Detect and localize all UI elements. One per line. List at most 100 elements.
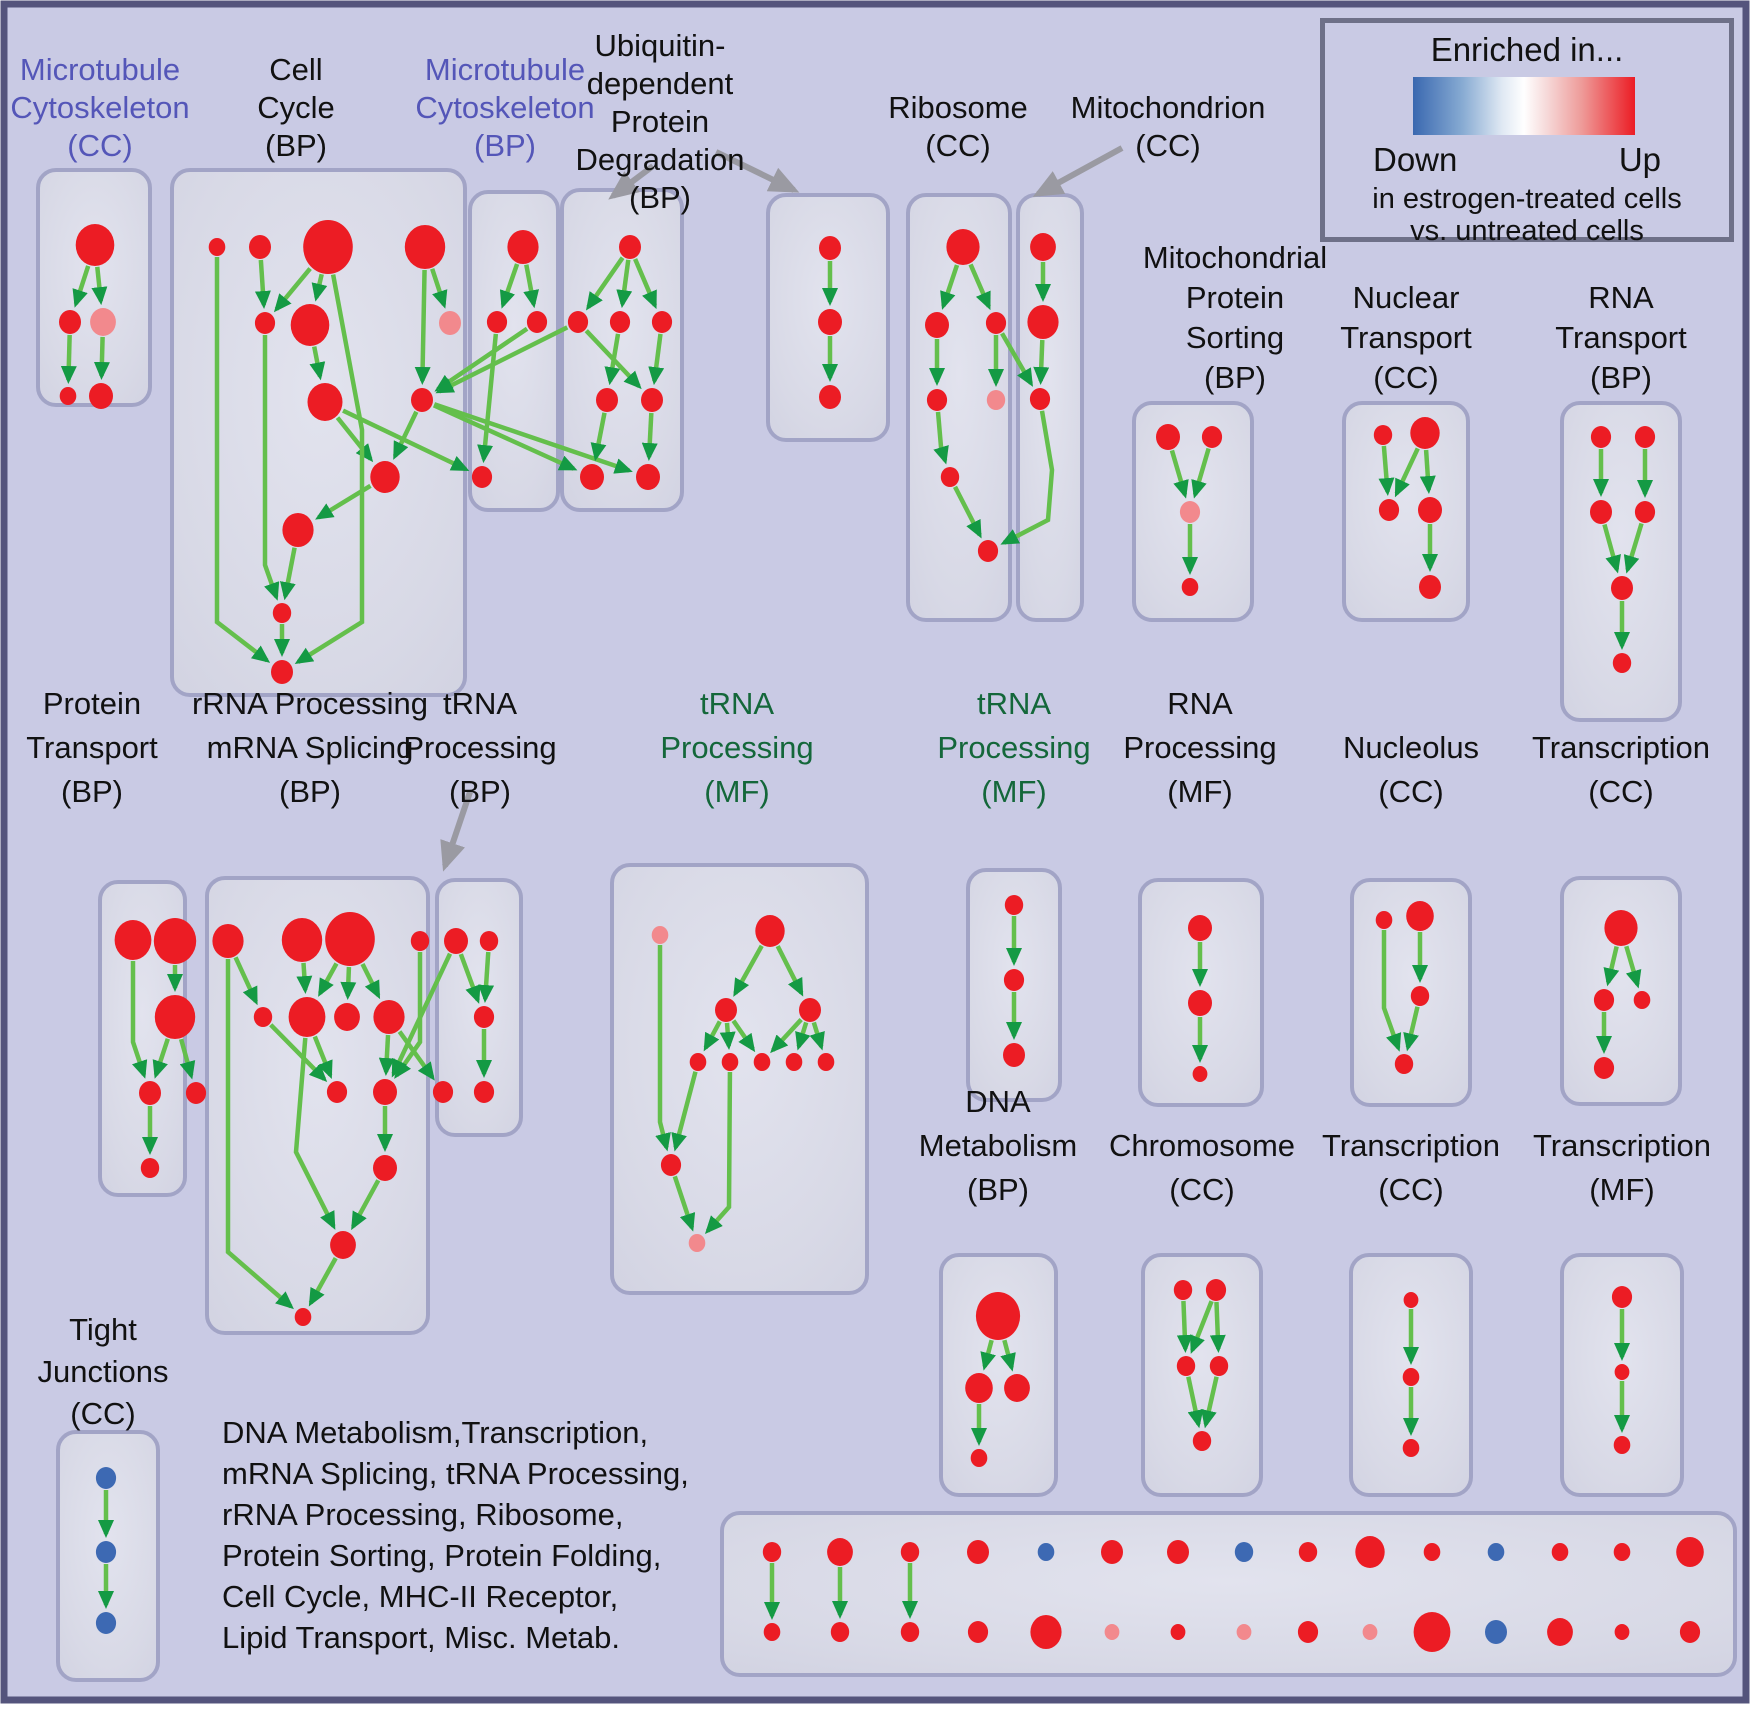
dna-metabolism-bp-label: Metabolism	[919, 1128, 1078, 1163]
edge-pt1-pt4	[130, 961, 148, 1079]
mt-cytoskeleton-bp-label: Cytoskeleton	[415, 90, 594, 125]
edge-tg5-tg10	[671, 1071, 698, 1152]
callout-arrow-2	[1032, 145, 1124, 197]
nucleolus-cc-box	[1350, 878, 1472, 1107]
edge-rr8-rr10	[378, 1034, 395, 1077]
go-term-node-ub3	[609, 311, 631, 333]
go-term-node-cr3	[1176, 1356, 1196, 1376]
edge-ub6-ub8	[641, 412, 658, 462]
trna-processing-mf-large-box	[610, 863, 869, 1295]
cell-cycle-bp-box	[170, 168, 467, 697]
edge-nc1-nc4	[1381, 930, 1402, 1052]
go-term-node-cc6	[290, 304, 330, 346]
edge-rr6-rr9	[312, 1035, 333, 1080]
ubiquitin-degradation-bp-label: (BP)	[629, 180, 691, 215]
go-term-node-tj2	[95, 1541, 117, 1563]
go-term-node-tg3	[715, 998, 737, 1022]
edge-rr1-rr5	[233, 956, 258, 1006]
ribosome-cc-label: (CC)	[925, 128, 990, 163]
edge-cc4-cc9	[414, 269, 431, 386]
edge-cr3-cr5	[1186, 1376, 1204, 1429]
edge-rb1-rb2	[940, 264, 960, 310]
edge-rr11-rr12	[351, 1179, 381, 1231]
edge-rr12-rr13	[308, 1257, 338, 1307]
mt-cytoskeleton-bp-label: (BP)	[474, 128, 536, 163]
nucleolus-cc-label: Nucleolus	[1343, 730, 1479, 765]
edge-ub5-ub7	[590, 412, 607, 462]
chromosome-cc-label: Chromosome	[1109, 1128, 1295, 1163]
go-term-node-mp2	[1201, 426, 1223, 448]
callout-arrow-0	[608, 163, 655, 200]
go-term-node-cr2	[1205, 1279, 1227, 1301]
go-term-node-sb2	[830, 1622, 850, 1642]
go-term-node-st3	[900, 1542, 920, 1562]
edge-rr5-rr9	[269, 1023, 328, 1083]
go-term-node-t22	[1593, 989, 1615, 1011]
edge-rr6-rr12	[293, 1037, 336, 1230]
go-term-node-rt1	[1590, 426, 1612, 448]
go-term-node-nc2	[1406, 901, 1434, 931]
edge-tg2-tg3	[733, 944, 764, 997]
chromosome-cc-label: (CC)	[1169, 1172, 1234, 1207]
go-term-node-sb9	[1297, 1621, 1319, 1643]
rna-processing-mf-label: (MF)	[1167, 774, 1232, 809]
go-term-node-cc13	[271, 660, 293, 684]
edge-tg10-tg11	[672, 1175, 696, 1232]
go-term-node-rr5	[253, 1007, 273, 1027]
go-term-node-ch2	[818, 309, 842, 335]
edge-mc1-mc2	[72, 265, 91, 308]
go-term-node-pt4	[139, 1081, 161, 1105]
go-term-node-mc3	[90, 308, 116, 336]
go-term-node-sb11	[1413, 1612, 1451, 1652]
go-term-node-rp1	[1188, 915, 1212, 941]
edge-ub4-ub6	[648, 333, 665, 386]
edge-mp2-mp3	[1191, 447, 1211, 499]
go-term-node-t31	[1403, 1292, 1419, 1308]
go-term-node-tg10	[660, 1154, 682, 1176]
go-term-node-st7	[1167, 1540, 1189, 1564]
go-term-node-pt1	[114, 920, 152, 960]
go-term-node-cc8	[307, 383, 343, 421]
go-term-node-sb8	[1236, 1624, 1252, 1640]
edge-cc2-cc5	[254, 259, 271, 310]
go-term-node-nc4	[1394, 1054, 1414, 1074]
tight-junctions-cc-label: Junctions	[38, 1354, 169, 1389]
go-term-node-mp1	[1156, 424, 1180, 450]
go-term-node-nt1	[1373, 425, 1393, 445]
edge-pt3-pt5	[178, 1038, 196, 1080]
go-term-node-rr7	[334, 1003, 360, 1031]
go-term-node-rp3	[1192, 1066, 1208, 1082]
edge-nc3-nc4	[1403, 1006, 1420, 1052]
go-term-node-sb7	[1170, 1624, 1186, 1640]
cell-cycle-bp-label: Cycle	[257, 90, 335, 125]
edge-cc9-cc10	[392, 410, 419, 460]
edge-rr3-rr6	[318, 962, 339, 997]
edge-tg6-tg11	[704, 1071, 733, 1235]
misc-summary-strip-box	[720, 1511, 1737, 1677]
edge-t21-t22	[1603, 945, 1620, 987]
go-term-node-tb5	[473, 1081, 495, 1103]
annotation-line-1: mRNA Splicing, tRNA Processing,	[222, 1456, 689, 1491]
go-term-node-pt5	[185, 1082, 207, 1104]
go-term-node-tg1	[651, 926, 669, 944]
go-term-node-rr3	[325, 912, 375, 966]
go-term-node-tg9	[817, 1053, 835, 1071]
go-term-node-rr10	[373, 1079, 397, 1105]
rna-processing-mf-label: RNA	[1167, 686, 1233, 721]
go-term-node-st2	[827, 1538, 853, 1566]
trna-processing-mf-large-label: (MF)	[704, 774, 769, 809]
go-term-node-ch3	[819, 385, 841, 409]
go-term-node-mb4	[471, 466, 493, 488]
go-term-node-ub2	[567, 311, 589, 333]
edge-tg3-tg5	[703, 1020, 722, 1052]
edge-cr2-cr3	[1189, 1300, 1214, 1354]
go-term-node-sb13	[1547, 1618, 1573, 1646]
edge-mc3-mc5	[93, 336, 110, 381]
go-term-node-rr2	[281, 918, 323, 962]
legend-gradient-bar	[1413, 77, 1635, 135]
edge-tb1-tb3	[458, 953, 481, 1004]
go-term-node-tm3	[1613, 1436, 1631, 1454]
edge-cc3-cc13	[294, 274, 365, 665]
go-term-node-mp3	[1179, 501, 1201, 523]
